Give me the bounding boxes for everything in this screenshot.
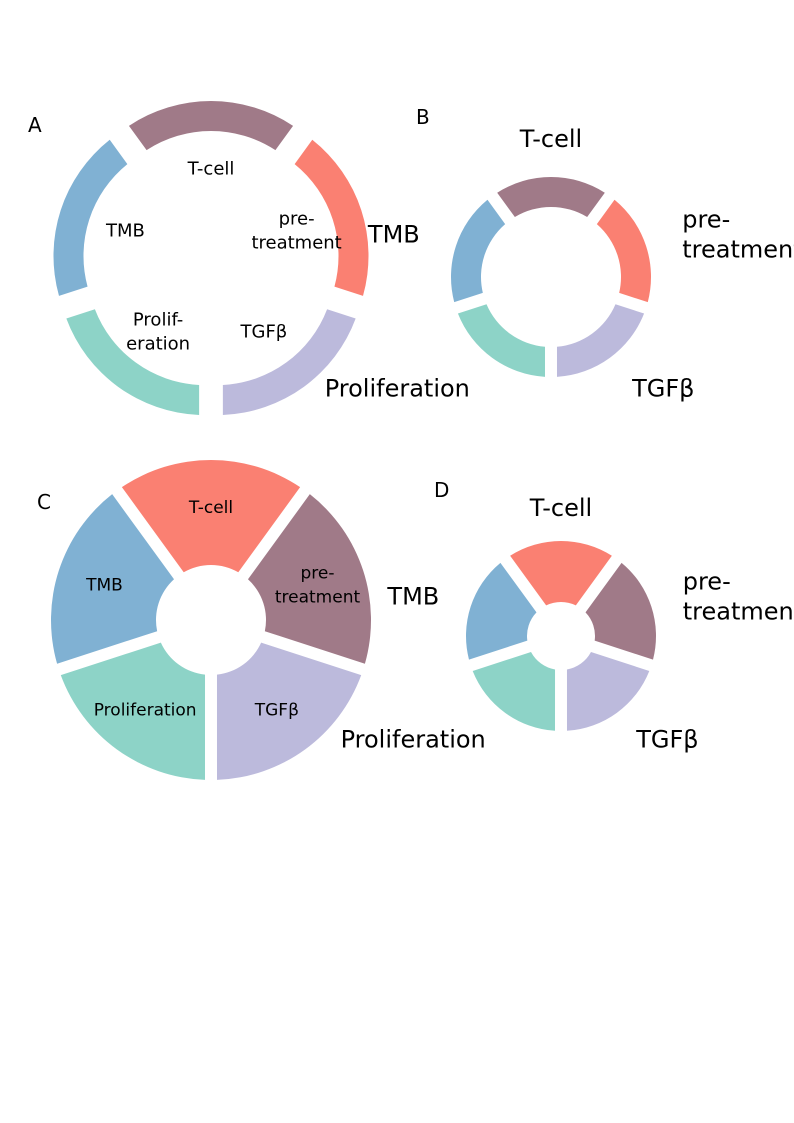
panel-a-slice-pre-treatment bbox=[294, 139, 369, 296]
panel-a-label-tgf: TGFβ bbox=[240, 321, 288, 342]
panel-label-d: D bbox=[434, 478, 449, 502]
panel-b-label-pre-treatment: pre-treatment bbox=[682, 205, 794, 263]
panel-a-slice-tgf bbox=[222, 309, 356, 415]
panel-c-slice-proliferation bbox=[60, 642, 206, 780]
panel-d-slice-pre-treatment bbox=[585, 562, 656, 660]
panel-c-label-pre-treatment: pre-treatment bbox=[275, 563, 361, 607]
panel-c-label-t-cell: T-cell bbox=[188, 498, 233, 518]
panel-d-label-pre-treatment: pre-treatment bbox=[683, 567, 794, 625]
panel-c-slice-tmb bbox=[50, 494, 175, 664]
panel-c-label-tmb: TMB bbox=[85, 575, 123, 595]
panel-c-slice-pre-treatment bbox=[247, 494, 371, 664]
panel-label-c: C bbox=[37, 490, 51, 514]
panel-b-slice-pre-treatment bbox=[596, 199, 651, 303]
panel-d-slice-tmb bbox=[466, 562, 537, 660]
panel-b-label-t-cell: T-cell bbox=[519, 125, 582, 153]
panel-c-label-tgf: TGFβ bbox=[254, 701, 299, 721]
panel-d-label-proliferation: Proliferation bbox=[341, 726, 486, 754]
labels-layer: T-cell pre-treatment TGFβ Prolif-eration TMB… bbox=[85, 125, 794, 754]
panel-c-slice-tgf bbox=[216, 642, 362, 780]
panel-a-label-tmb: TMB bbox=[105, 221, 145, 242]
panel-a-label-proliferation: Prolif-eration bbox=[126, 309, 190, 354]
panel-label-b: B bbox=[416, 105, 430, 129]
panel-b-label-proliferation: Proliferation bbox=[325, 375, 470, 403]
panel-b-slice-tmb bbox=[450, 199, 506, 303]
panel-a-label-t-cell: T-cell bbox=[187, 159, 235, 180]
panel-c-label-proliferation: Proliferation bbox=[94, 701, 197, 721]
panel-d-slice-tgf bbox=[566, 652, 650, 731]
panel-label-a: A bbox=[28, 113, 42, 137]
panel-b-label-tmb: TMB bbox=[367, 220, 420, 248]
panel-b-slice-tgf bbox=[556, 304, 645, 377]
panel-d-label-tgf: TGFβ bbox=[635, 726, 698, 754]
panel-d-label-t-cell: T-cell bbox=[529, 494, 592, 522]
panel-b-slice-t-cell bbox=[497, 176, 605, 218]
panel-a-slice-t-cell bbox=[128, 101, 294, 151]
panel-b-slice-proliferation bbox=[457, 304, 546, 377]
panel-d-slice-t-cell bbox=[510, 541, 612, 606]
wedges-layer bbox=[50, 101, 656, 780]
panel-a-label-pre-treatment: pre-treatment bbox=[251, 209, 341, 254]
panel-a-slice-proliferation bbox=[66, 309, 200, 415]
panel-a-slice-tmb bbox=[53, 139, 128, 296]
panel-d-label-tmb: TMB bbox=[386, 582, 439, 610]
panel-d-slice-proliferation bbox=[472, 652, 556, 731]
panel-b-label-tgf: TGFβ bbox=[631, 375, 694, 403]
panel-c-slice-t-cell bbox=[121, 460, 301, 573]
